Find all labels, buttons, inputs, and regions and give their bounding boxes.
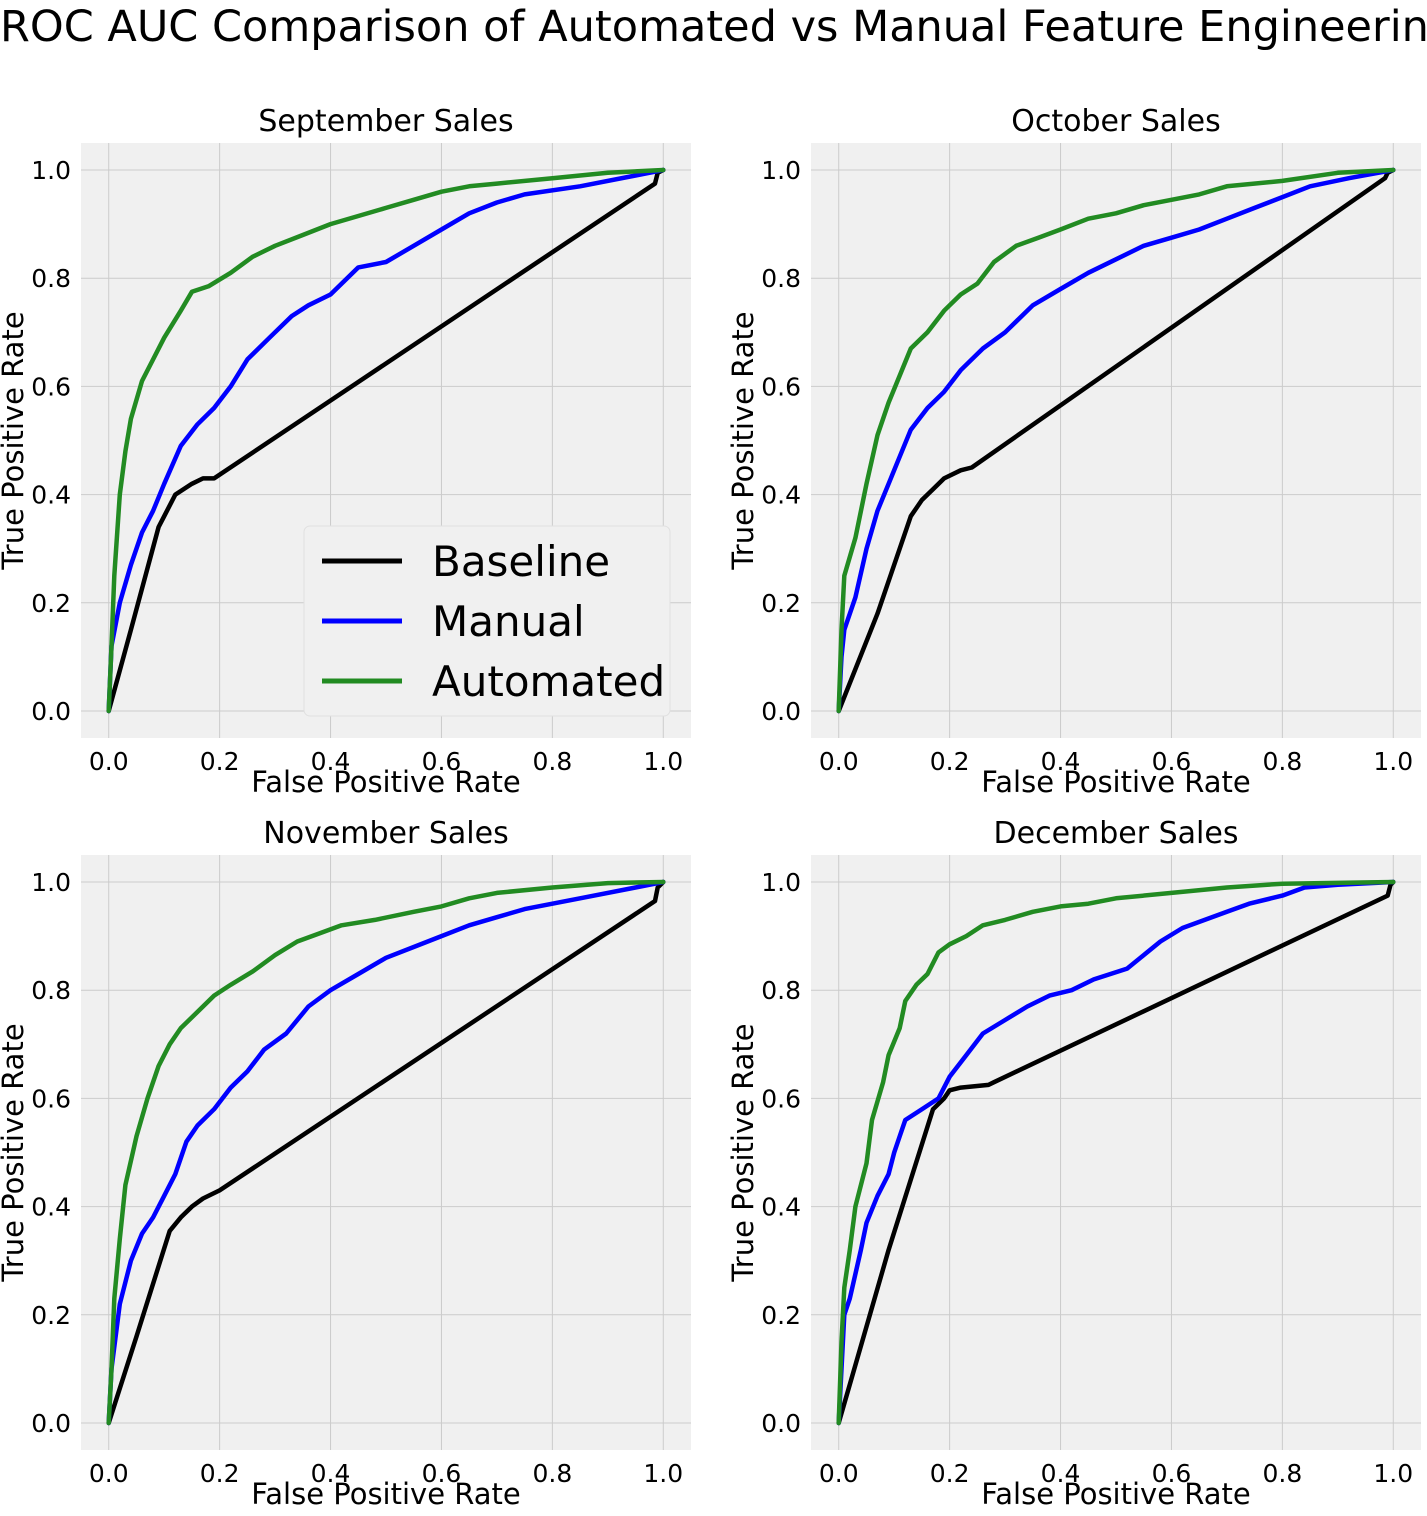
y-tick-label: 0.4 [761,1193,801,1222]
y-tick-label: 0.6 [31,372,71,401]
x-tick-label: 0.0 [89,747,129,776]
x-tick-label: 0.4 [311,1459,351,1488]
x-tick-label: 1.0 [643,747,683,776]
y-tick-label: 0.2 [31,1301,71,1330]
roc-line-baseline [106,167,666,714]
x-tick-label: 0.4 [1041,1459,1081,1488]
y-tick-label: 0.6 [31,1084,71,1113]
legend-label-automated: Automated [432,657,665,706]
roc-line-manual [106,167,666,714]
roc-line-automated [106,879,666,1426]
x-tick-label: 0.2 [200,1459,240,1488]
x-tick-label: 1.0 [1373,1459,1413,1488]
x-tick-label: 0.6 [422,1459,462,1488]
plot-area [81,855,691,1450]
y-tick-label: 1.0 [761,868,801,897]
roc-line-automated [106,167,666,714]
x-tick-label: 0.2 [930,747,970,776]
x-tick-label: 0.0 [819,1459,859,1488]
roc-line-automated [836,167,1396,714]
x-axis-label: False Positive Rate [981,765,1251,799]
x-axis-label: False Positive Rate [251,1477,521,1511]
x-tick-label: 0.4 [1041,747,1081,776]
y-tick-label: 0.8 [761,264,801,293]
y-tick-label: 0.6 [761,1084,801,1113]
roc-line-baseline [836,167,1396,714]
y-tick-label: 0.8 [31,976,71,1005]
y-tick-label: 0.4 [761,481,801,510]
figure-title: ROC AUC Comparison of Automated vs Manua… [0,2,1427,52]
y-axis-label: True Positive Rate [0,1023,30,1282]
y-tick-label: 0.8 [31,264,71,293]
roc-line-automated [836,879,1396,1426]
x-tick-label: 0.0 [819,747,859,776]
y-tick-label: 0.2 [31,589,71,618]
roc-line-baseline [106,879,666,1426]
x-tick-label: 1.0 [643,1459,683,1488]
roc-panel-2: 0.0 0.2 0.4 0.6 0.8 1.0 0.0 0.2 0.4 0.6 0.8 1.0 Octo… [726,104,1421,799]
panel-title: November Sales [263,816,508,851]
x-tick-label: 0.0 [89,1459,129,1488]
x-tick-label: 0.8 [532,1459,572,1488]
roc-panel-3: 0.0 0.2 0.4 0.6 0.8 1.0 0.0 0.2 0.4 0.6 0.8 1.0 Nove… [0,816,691,1511]
y-tick-label: 0.0 [761,697,801,726]
roc-panel-1: 0.0 0.2 0.4 0.6 0.8 1.0 0.0 0.2 0.4 0.6 0.8 1.0 Sept… [0,104,691,799]
y-tick-label: 0.6 [761,372,801,401]
x-tick-label: 0.6 [422,747,462,776]
y-tick-label: 1.0 [31,868,71,897]
y-tick-label: 1.0 [31,156,71,185]
legend-box [303,525,671,717]
roc-line-manual [836,879,1396,1426]
x-tick-label: 0.8 [532,747,572,776]
y-tick-label: 0.0 [31,1409,71,1438]
roc-line-baseline [836,879,1396,1426]
legend-label-manual: Manual [432,597,585,646]
x-tick-label: 0.6 [1152,747,1192,776]
roc-panel-4: 0.0 0.2 0.4 0.6 0.8 1.0 0.0 0.2 0.4 0.6 0.8 1.0 Dece… [726,816,1421,1511]
x-tick-label: 0.6 [1152,1459,1192,1488]
x-tick-label: 1.0 [1373,747,1413,776]
y-tick-label: 0.0 [31,697,71,726]
x-tick-label: 0.4 [311,747,351,776]
y-tick-label: 0.4 [31,481,71,510]
y-axis-label: True Positive Rate [0,311,30,570]
y-tick-label: 0.2 [761,589,801,618]
panel-title: October Sales [1011,104,1220,139]
x-tick-label: 0.8 [1262,747,1302,776]
legend: Baseline Manual Automated [303,525,671,717]
y-axis-label: True Positive Rate [726,1023,760,1282]
y-axis-label: True Positive Rate [726,311,760,570]
plot-area [811,143,1421,738]
legend-label-baseline: Baseline [432,537,610,586]
roc-line-manual [106,879,666,1426]
y-tick-label: 0.2 [761,1301,801,1330]
y-tick-label: 0.0 [761,1409,801,1438]
roc-line-manual [836,167,1396,714]
y-tick-label: 1.0 [761,156,801,185]
x-axis-label: False Positive Rate [981,1477,1251,1511]
x-axis-label: False Positive Rate [251,765,521,799]
plot-area [811,855,1421,1450]
x-tick-label: 0.8 [1262,1459,1302,1488]
panel-title: December Sales [994,816,1239,851]
x-tick-label: 0.2 [200,747,240,776]
x-tick-label: 0.2 [930,1459,970,1488]
panel-title: September Sales [258,104,513,139]
y-tick-label: 0.4 [31,1193,71,1222]
y-tick-label: 0.8 [761,976,801,1005]
